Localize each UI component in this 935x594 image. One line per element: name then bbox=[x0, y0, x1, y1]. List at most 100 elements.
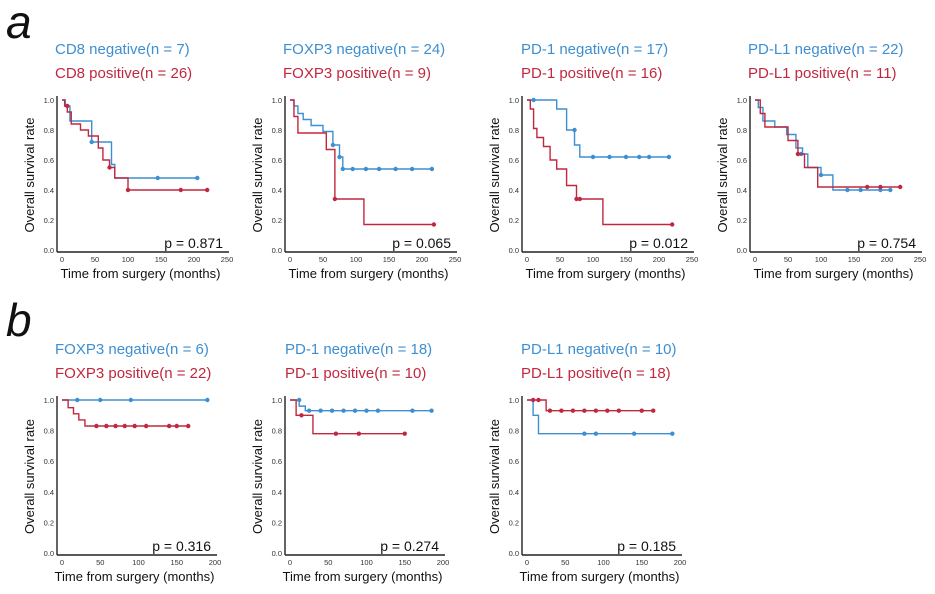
p-value-label: p = 0.185 bbox=[617, 538, 676, 554]
survival-curve bbox=[755, 99, 891, 191]
censor-mark bbox=[107, 165, 112, 170]
y-tick-label: 1.0 bbox=[44, 396, 54, 405]
x-tick-label: 250 bbox=[914, 255, 927, 264]
legend-series-name: PD-1 negative bbox=[521, 41, 616, 58]
censor-mark bbox=[65, 103, 70, 109]
censor-mark bbox=[195, 175, 200, 181]
y-tick-label: 0.4 bbox=[737, 186, 747, 195]
censor-mark bbox=[330, 142, 336, 148]
x-tick-label: 100 bbox=[815, 255, 828, 264]
y-tick-label: 1.0 bbox=[737, 96, 747, 105]
censor-mark bbox=[547, 408, 553, 413]
x-tick-label: 100 bbox=[122, 255, 135, 264]
censor-mark bbox=[205, 187, 210, 193]
censor-mark bbox=[577, 196, 582, 202]
y-axis-label: Overall survival rate bbox=[250, 419, 265, 534]
x-axis-label: Time from surgery (months) bbox=[283, 569, 443, 584]
x-tick-label: 50 bbox=[91, 255, 99, 264]
survival-curve bbox=[527, 99, 673, 226]
legend-series-name: FOXP3 negative bbox=[55, 341, 165, 358]
legend-series-name: FOXP3 negative bbox=[283, 41, 393, 58]
km-plot-3: PD-1 negative(n = 17)PD-1 positive(n = 1… bbox=[487, 41, 698, 281]
panel-label-b: b bbox=[6, 294, 32, 346]
censor-mark bbox=[572, 127, 577, 133]
x-tick-label: 150 bbox=[398, 558, 411, 567]
censor-mark bbox=[98, 397, 103, 403]
x-tick-label: 150 bbox=[848, 255, 861, 264]
y-tick-label: 0.8 bbox=[272, 427, 282, 436]
y-tick-label: 0.4 bbox=[44, 186, 54, 195]
y-tick-label: 0.8 bbox=[44, 126, 54, 135]
survival-curve bbox=[290, 399, 405, 435]
censor-mark bbox=[299, 413, 304, 418]
y-tick-label: 0.8 bbox=[509, 427, 519, 436]
survival-curve bbox=[62, 399, 189, 427]
plots-group: CD8 negative(n = 7) CD8 positive(n = 26) 0… bbox=[22, 41, 926, 584]
survival-curve bbox=[755, 99, 901, 188]
censor-mark bbox=[333, 431, 339, 436]
legend-entry: FOXP3 negative(n = 6) bbox=[55, 341, 209, 358]
censor-mark bbox=[94, 423, 99, 429]
y-tick-label: 0.0 bbox=[509, 246, 519, 255]
censor-mark bbox=[623, 154, 629, 160]
y-tick-label: 0.4 bbox=[509, 186, 519, 195]
x-tick-label: 50 bbox=[96, 558, 104, 567]
x-tick-label: 200 bbox=[437, 558, 450, 567]
survival-curve bbox=[290, 99, 434, 226]
censor-mark bbox=[582, 431, 587, 436]
survival-curve bbox=[527, 399, 673, 435]
x-axis-label: Time from surgery (months) bbox=[61, 266, 221, 281]
y-tick-label: 0.0 bbox=[737, 246, 747, 255]
legend-series-name: PD-1 positive bbox=[285, 365, 374, 382]
p-value-label: p = 0.274 bbox=[380, 538, 439, 554]
x-tick-label: 150 bbox=[635, 558, 648, 567]
y-tick-label: 0.0 bbox=[44, 549, 54, 558]
censor-mark bbox=[352, 408, 358, 413]
legend-sample-size: (n = 17) bbox=[616, 41, 668, 58]
censor-mark bbox=[122, 423, 127, 429]
censor-mark bbox=[318, 408, 323, 413]
p-value-label: p = 0.065 bbox=[392, 235, 451, 251]
censor-mark bbox=[363, 166, 369, 172]
y-tick-label: 0.8 bbox=[272, 126, 282, 135]
censor-mark bbox=[350, 166, 355, 172]
censor-mark bbox=[409, 166, 415, 172]
y-tick-label: 0.0 bbox=[272, 549, 282, 558]
legend-entry: PD-1 positive(n = 10) bbox=[285, 365, 426, 382]
censor-mark bbox=[143, 423, 149, 429]
x-tick-label: 250 bbox=[686, 255, 699, 264]
censor-mark bbox=[125, 187, 131, 193]
censor-mark bbox=[651, 408, 656, 413]
censor-mark bbox=[340, 166, 345, 172]
legend-entry: PD-L1 negative(n = 22) bbox=[748, 41, 904, 58]
censor-mark bbox=[898, 184, 903, 190]
y-tick-label: 0.2 bbox=[509, 216, 519, 225]
censor-mark bbox=[646, 154, 652, 160]
x-tick-label: 100 bbox=[360, 558, 373, 567]
y-tick-label: 0.4 bbox=[272, 488, 282, 497]
p-value-label: p = 0.012 bbox=[629, 235, 688, 251]
x-tick-label: 100 bbox=[597, 558, 610, 567]
x-tick-label: 0 bbox=[525, 255, 529, 264]
censor-mark bbox=[429, 166, 435, 172]
y-tick-label: 0.4 bbox=[272, 186, 282, 195]
censor-mark bbox=[296, 397, 302, 403]
survival-curve bbox=[290, 399, 432, 412]
x-tick-label: 250 bbox=[449, 255, 462, 264]
censor-mark bbox=[178, 187, 183, 193]
y-axis-label: Overall survival rate bbox=[22, 118, 37, 233]
legend-entry: CD8 positive(n = 26) bbox=[55, 65, 192, 82]
x-tick-label: 100 bbox=[587, 255, 600, 264]
x-tick-label: 150 bbox=[620, 255, 633, 264]
censor-mark bbox=[332, 196, 338, 202]
legend-sample-size: (n = 18) bbox=[380, 341, 432, 358]
censor-mark bbox=[639, 408, 644, 413]
legend-series-name: FOXP3 positive bbox=[55, 365, 159, 382]
censor-mark bbox=[670, 222, 675, 227]
censor-mark bbox=[329, 408, 335, 413]
x-tick-label: 0 bbox=[525, 558, 529, 567]
y-tick-label: 0.6 bbox=[509, 156, 519, 165]
censor-mark bbox=[376, 166, 382, 172]
x-tick-label: 250 bbox=[221, 255, 234, 264]
censor-mark bbox=[865, 184, 870, 190]
